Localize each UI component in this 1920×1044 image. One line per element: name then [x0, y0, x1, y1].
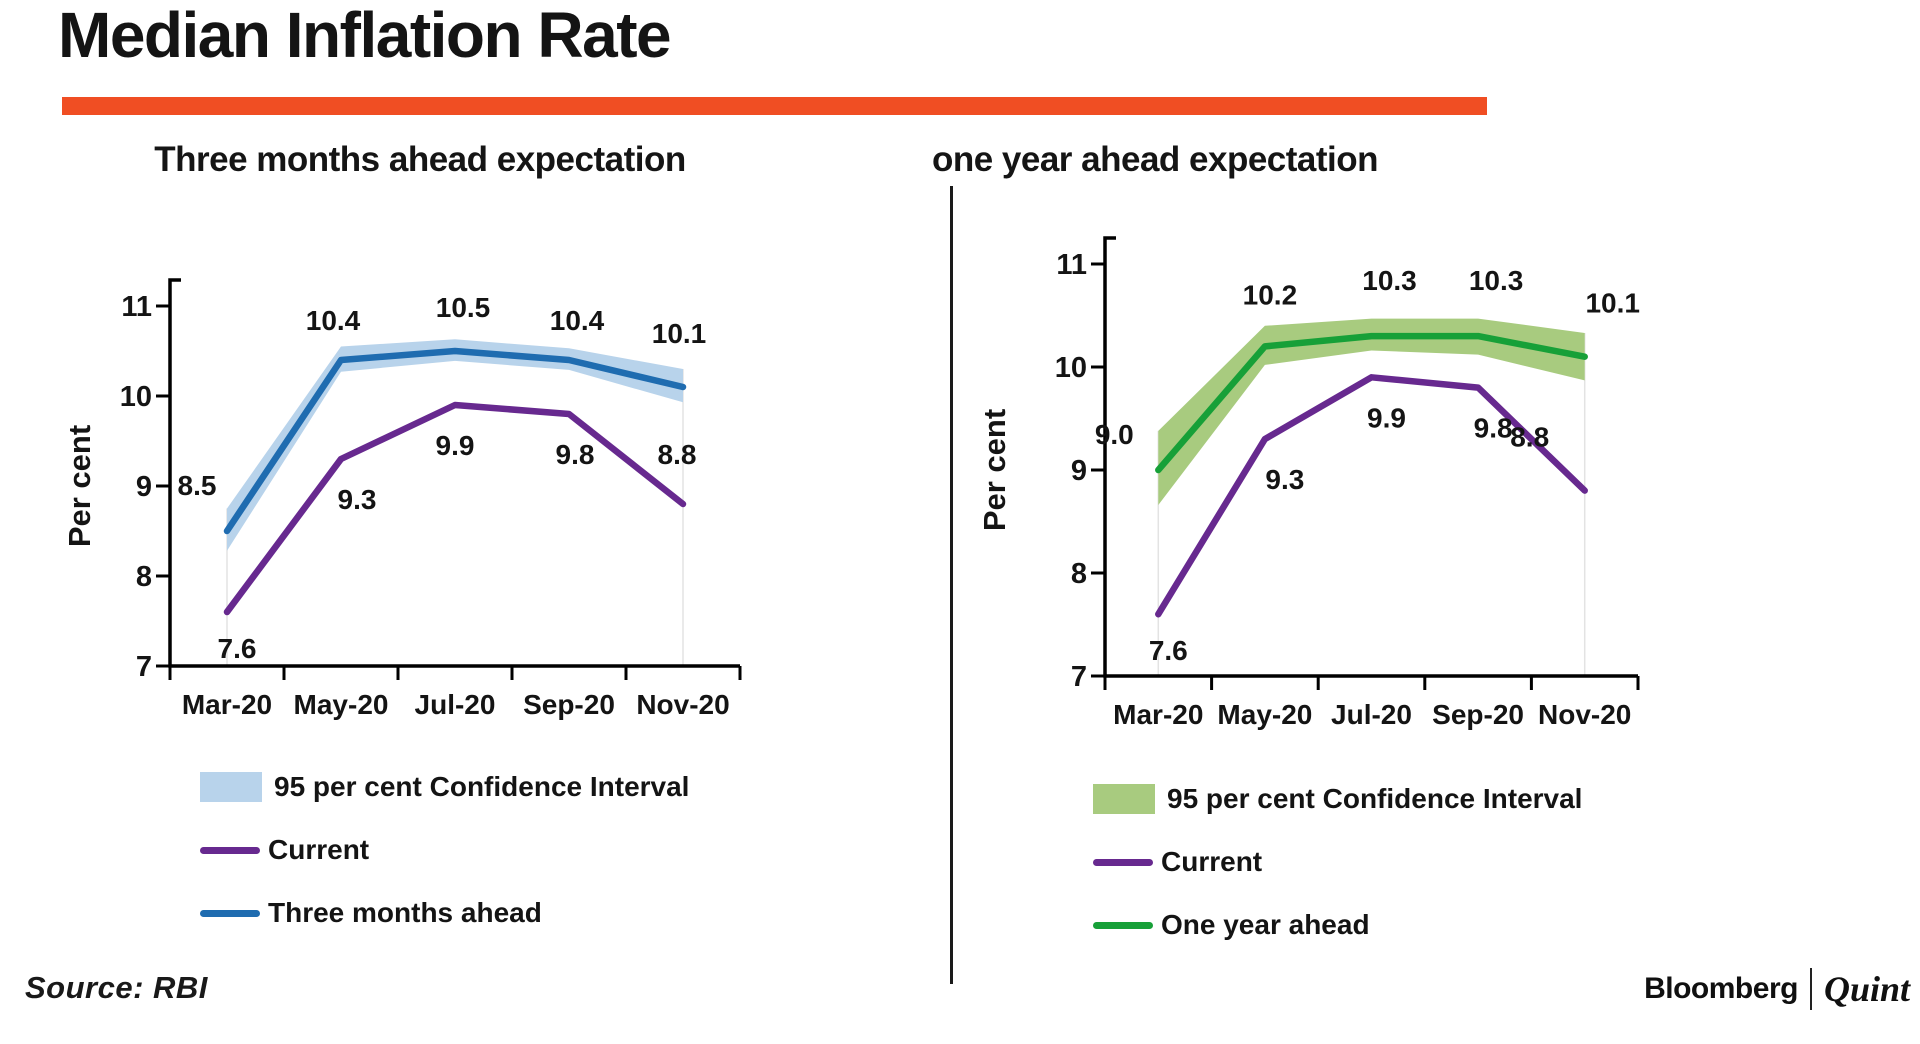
svg-text:11: 11 [121, 291, 152, 323]
svg-text:10.1: 10.1 [1585, 288, 1640, 319]
svg-text:May-20: May-20 [1217, 699, 1312, 730]
svg-text:10.2: 10.2 [1243, 279, 1298, 310]
svg-text:8.5: 8.5 [178, 470, 217, 501]
svg-text:8.8: 8.8 [658, 439, 697, 470]
line-chart-three-months-ahead: 7 8 9 10 11 Mar-20 May-20 Jul-20 Sep-20 Nov-20 7.6… [62, 278, 742, 720]
source-label: Source: RBI [25, 970, 208, 1005]
svg-text:7.6: 7.6 [218, 633, 257, 664]
svg-text:10.4: 10.4 [306, 305, 361, 336]
title-underline-bar [62, 97, 1487, 115]
legend-item-confidence-interval: 95 per cent Confidence Interval [1093, 780, 1582, 818]
svg-text:11: 11 [1056, 249, 1087, 281]
svg-text:10: 10 [1055, 352, 1087, 384]
legend-label: One year ahead [1161, 909, 1370, 940]
bloomberg-wordmark: Bloomberg [1644, 972, 1798, 1005]
svg-text:8.8: 8.8 [1510, 422, 1549, 453]
svg-text:Sep-20: Sep-20 [523, 689, 615, 720]
svg-text:7: 7 [1071, 661, 1087, 693]
one-year-line-swatch [1093, 921, 1153, 929]
svg-text:9.8: 9.8 [1474, 413, 1513, 444]
svg-text:9: 9 [136, 471, 152, 503]
chart-one-year-ahead: one year ahead expectation 7 8 9 10 11 Mar-20… [932, 140, 1670, 1000]
charts-divider-line [950, 186, 953, 984]
current-line-swatch [200, 846, 260, 854]
line-chart-one-year-ahead: 7 8 9 10 11 Mar-20 May-20 Jul-20 Sep-20 Nov-20 7.6… [977, 236, 1640, 730]
svg-text:9: 9 [1071, 455, 1087, 487]
legend-label: Three months ahead [268, 897, 542, 928]
svg-text:Jul-20: Jul-20 [1331, 699, 1412, 730]
svg-text:9.0: 9.0 [1095, 419, 1134, 450]
svg-text:May-20: May-20 [294, 689, 389, 720]
legend-label: 95 per cent Confidence Interval [1167, 783, 1583, 814]
svg-text:9.3: 9.3 [1265, 464, 1304, 495]
svg-text:10.3: 10.3 [1469, 265, 1524, 296]
three-months-line-swatch [200, 909, 260, 917]
legend-label: Current [268, 834, 370, 865]
svg-text:10.3: 10.3 [1362, 265, 1417, 296]
svg-text:Sep-20: Sep-20 [1432, 699, 1524, 730]
svg-text:10.1: 10.1 [652, 318, 707, 349]
svg-text:9.3: 9.3 [338, 484, 377, 515]
chart-subtitle: Three months ahead expectation [154, 140, 686, 179]
svg-text:Per cent: Per cent [977, 409, 1012, 531]
legend-item-three-months-ahead: Three months ahead [200, 894, 689, 932]
page-title: Median Inflation Rate [58, 0, 672, 71]
legend-item-current: Current [200, 831, 689, 869]
legend-item-one-year-ahead: One year ahead [1093, 906, 1582, 944]
svg-text:Mar-20: Mar-20 [182, 689, 272, 720]
svg-text:Nov-20: Nov-20 [636, 689, 729, 720]
legend-label: 95 per cent Confidence Interval [274, 771, 690, 802]
svg-text:9.9: 9.9 [436, 430, 475, 461]
svg-text:Nov-20: Nov-20 [1538, 699, 1631, 730]
confidence-band-swatch [200, 772, 262, 802]
svg-text:10: 10 [120, 381, 152, 413]
quint-wordmark: Quint [1823, 969, 1910, 1009]
svg-text:Per cent: Per cent [62, 425, 97, 547]
svg-text:7.6: 7.6 [1149, 635, 1188, 666]
brand-divider [1809, 968, 1812, 1010]
svg-text:9.9: 9.9 [1367, 402, 1406, 433]
svg-text:9.8: 9.8 [556, 439, 595, 470]
chart-legend: 95 per cent Confidence Interval Current … [200, 768, 689, 932]
chart-legend: 95 per cent Confidence Interval Current … [1093, 780, 1582, 944]
confidence-band-swatch [1093, 784, 1155, 814]
svg-text:10.4: 10.4 [550, 305, 605, 336]
svg-text:Mar-20: Mar-20 [1113, 699, 1203, 730]
svg-text:8: 8 [136, 561, 152, 593]
svg-text:8: 8 [1071, 558, 1087, 590]
legend-item-current: Current [1093, 843, 1582, 881]
svg-text:10.5: 10.5 [436, 292, 491, 323]
svg-text:Jul-20: Jul-20 [415, 689, 496, 720]
chart-subtitle: one year ahead expectation [931, 140, 1379, 179]
brand-logo: Bloomberg Quint [1620, 968, 1910, 1010]
legend-item-confidence-interval: 95 per cent Confidence Interval [200, 768, 689, 806]
legend-label: Current [1161, 846, 1263, 877]
svg-text:7: 7 [136, 651, 152, 683]
chart-three-months-ahead: Three months ahead expectation 7 8 9 10 11 Ma… [60, 140, 820, 1000]
current-line-swatch [1093, 858, 1153, 866]
